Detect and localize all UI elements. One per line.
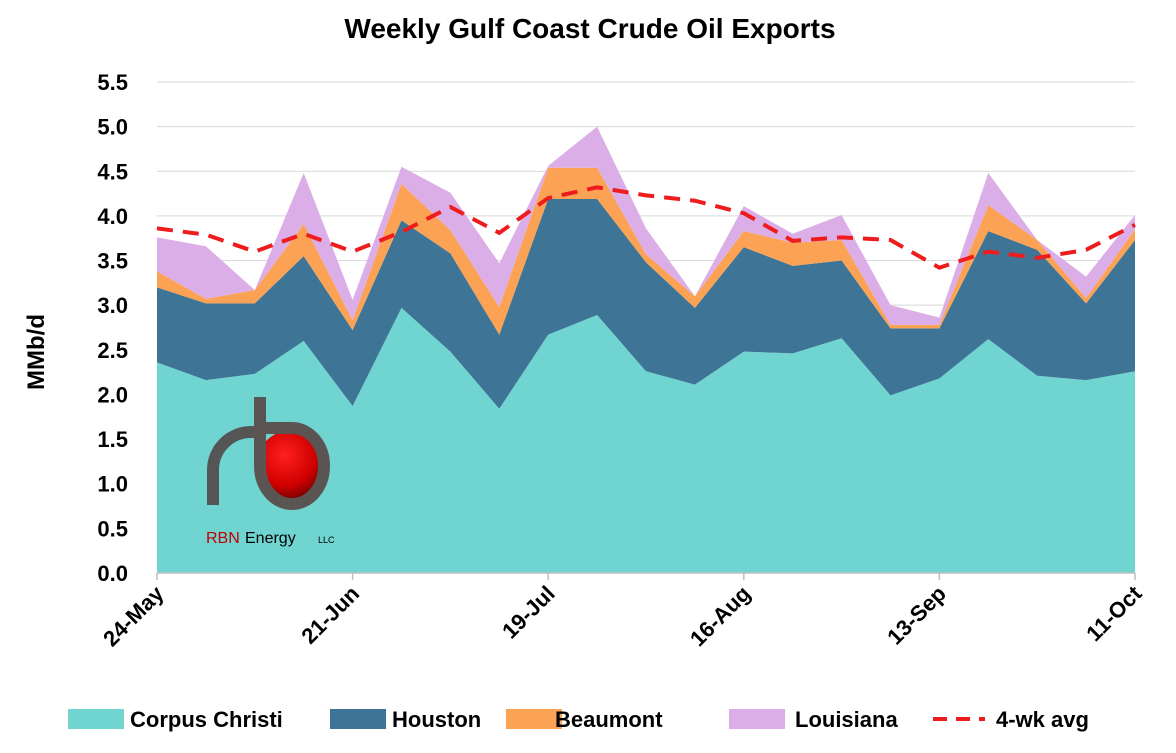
y-tick-label: 1.0	[97, 472, 128, 497]
y-tick-label: 3.0	[97, 293, 128, 318]
y-tick-label: 2.5	[97, 338, 128, 363]
area-corpus-christi	[157, 307, 1135, 573]
y-tick-label: 0.5	[97, 516, 128, 541]
legend-item: Corpus Christi	[68, 707, 283, 732]
x-tick-label: 11-Oct	[1081, 580, 1147, 646]
y-tick-label: 4.5	[97, 159, 128, 184]
legend-swatch	[506, 709, 562, 729]
legend-label: Beaumont	[555, 707, 663, 732]
legend-item: Beaumont	[506, 707, 663, 732]
x-tick-label: 21-Jun	[296, 581, 364, 649]
x-tick-label: 19-Jul	[497, 581, 560, 644]
area-louisiana	[157, 126, 1135, 325]
y-tick-label: 0.0	[97, 561, 128, 586]
line-4-wk-avg	[156, 185, 1136, 270]
y-tick-label: 4.0	[97, 204, 128, 229]
y-tick-label: 2.0	[97, 382, 128, 407]
legend-label: Louisiana	[795, 707, 898, 732]
y-tick-label: 3.5	[97, 249, 128, 274]
legend-item: Louisiana	[729, 707, 898, 732]
area-houston	[157, 198, 1135, 409]
logo-pipe-b	[254, 397, 330, 510]
y-tick-label: 5.5	[97, 70, 128, 95]
chart-title: Weekly Gulf Coast Crude Oil Exports	[344, 13, 835, 44]
logo-text-rbn: RBN	[206, 530, 240, 547]
x-tick-label: 24-May	[98, 580, 169, 651]
logo-pipe-r	[207, 426, 262, 505]
legend-item: Houston	[330, 707, 481, 732]
legend-swatch	[330, 709, 386, 729]
y-axis-label: MMb/d	[23, 314, 50, 390]
legend-label: Corpus Christi	[130, 707, 283, 732]
legend-item: 4-wk avg	[933, 707, 1089, 732]
x-tick-label: 16-Aug	[685, 581, 755, 651]
legend-swatch	[729, 709, 785, 729]
logo-text-llc: LLC	[318, 535, 335, 545]
logo-red-ball	[256, 430, 328, 502]
x-tick-label: 13-Sep	[882, 581, 951, 650]
y-tick-label: 1.5	[97, 427, 128, 452]
legend-swatch	[68, 709, 124, 729]
legend-label: 4-wk avg	[996, 707, 1089, 732]
logo-text-energy: Energy	[245, 530, 296, 547]
rbn-energy-logo: RBN Energy LLC	[206, 397, 335, 547]
area-beaumont	[157, 167, 1135, 335]
legend-label: Houston	[392, 707, 481, 732]
y-tick-label: 5.0	[97, 115, 128, 140]
